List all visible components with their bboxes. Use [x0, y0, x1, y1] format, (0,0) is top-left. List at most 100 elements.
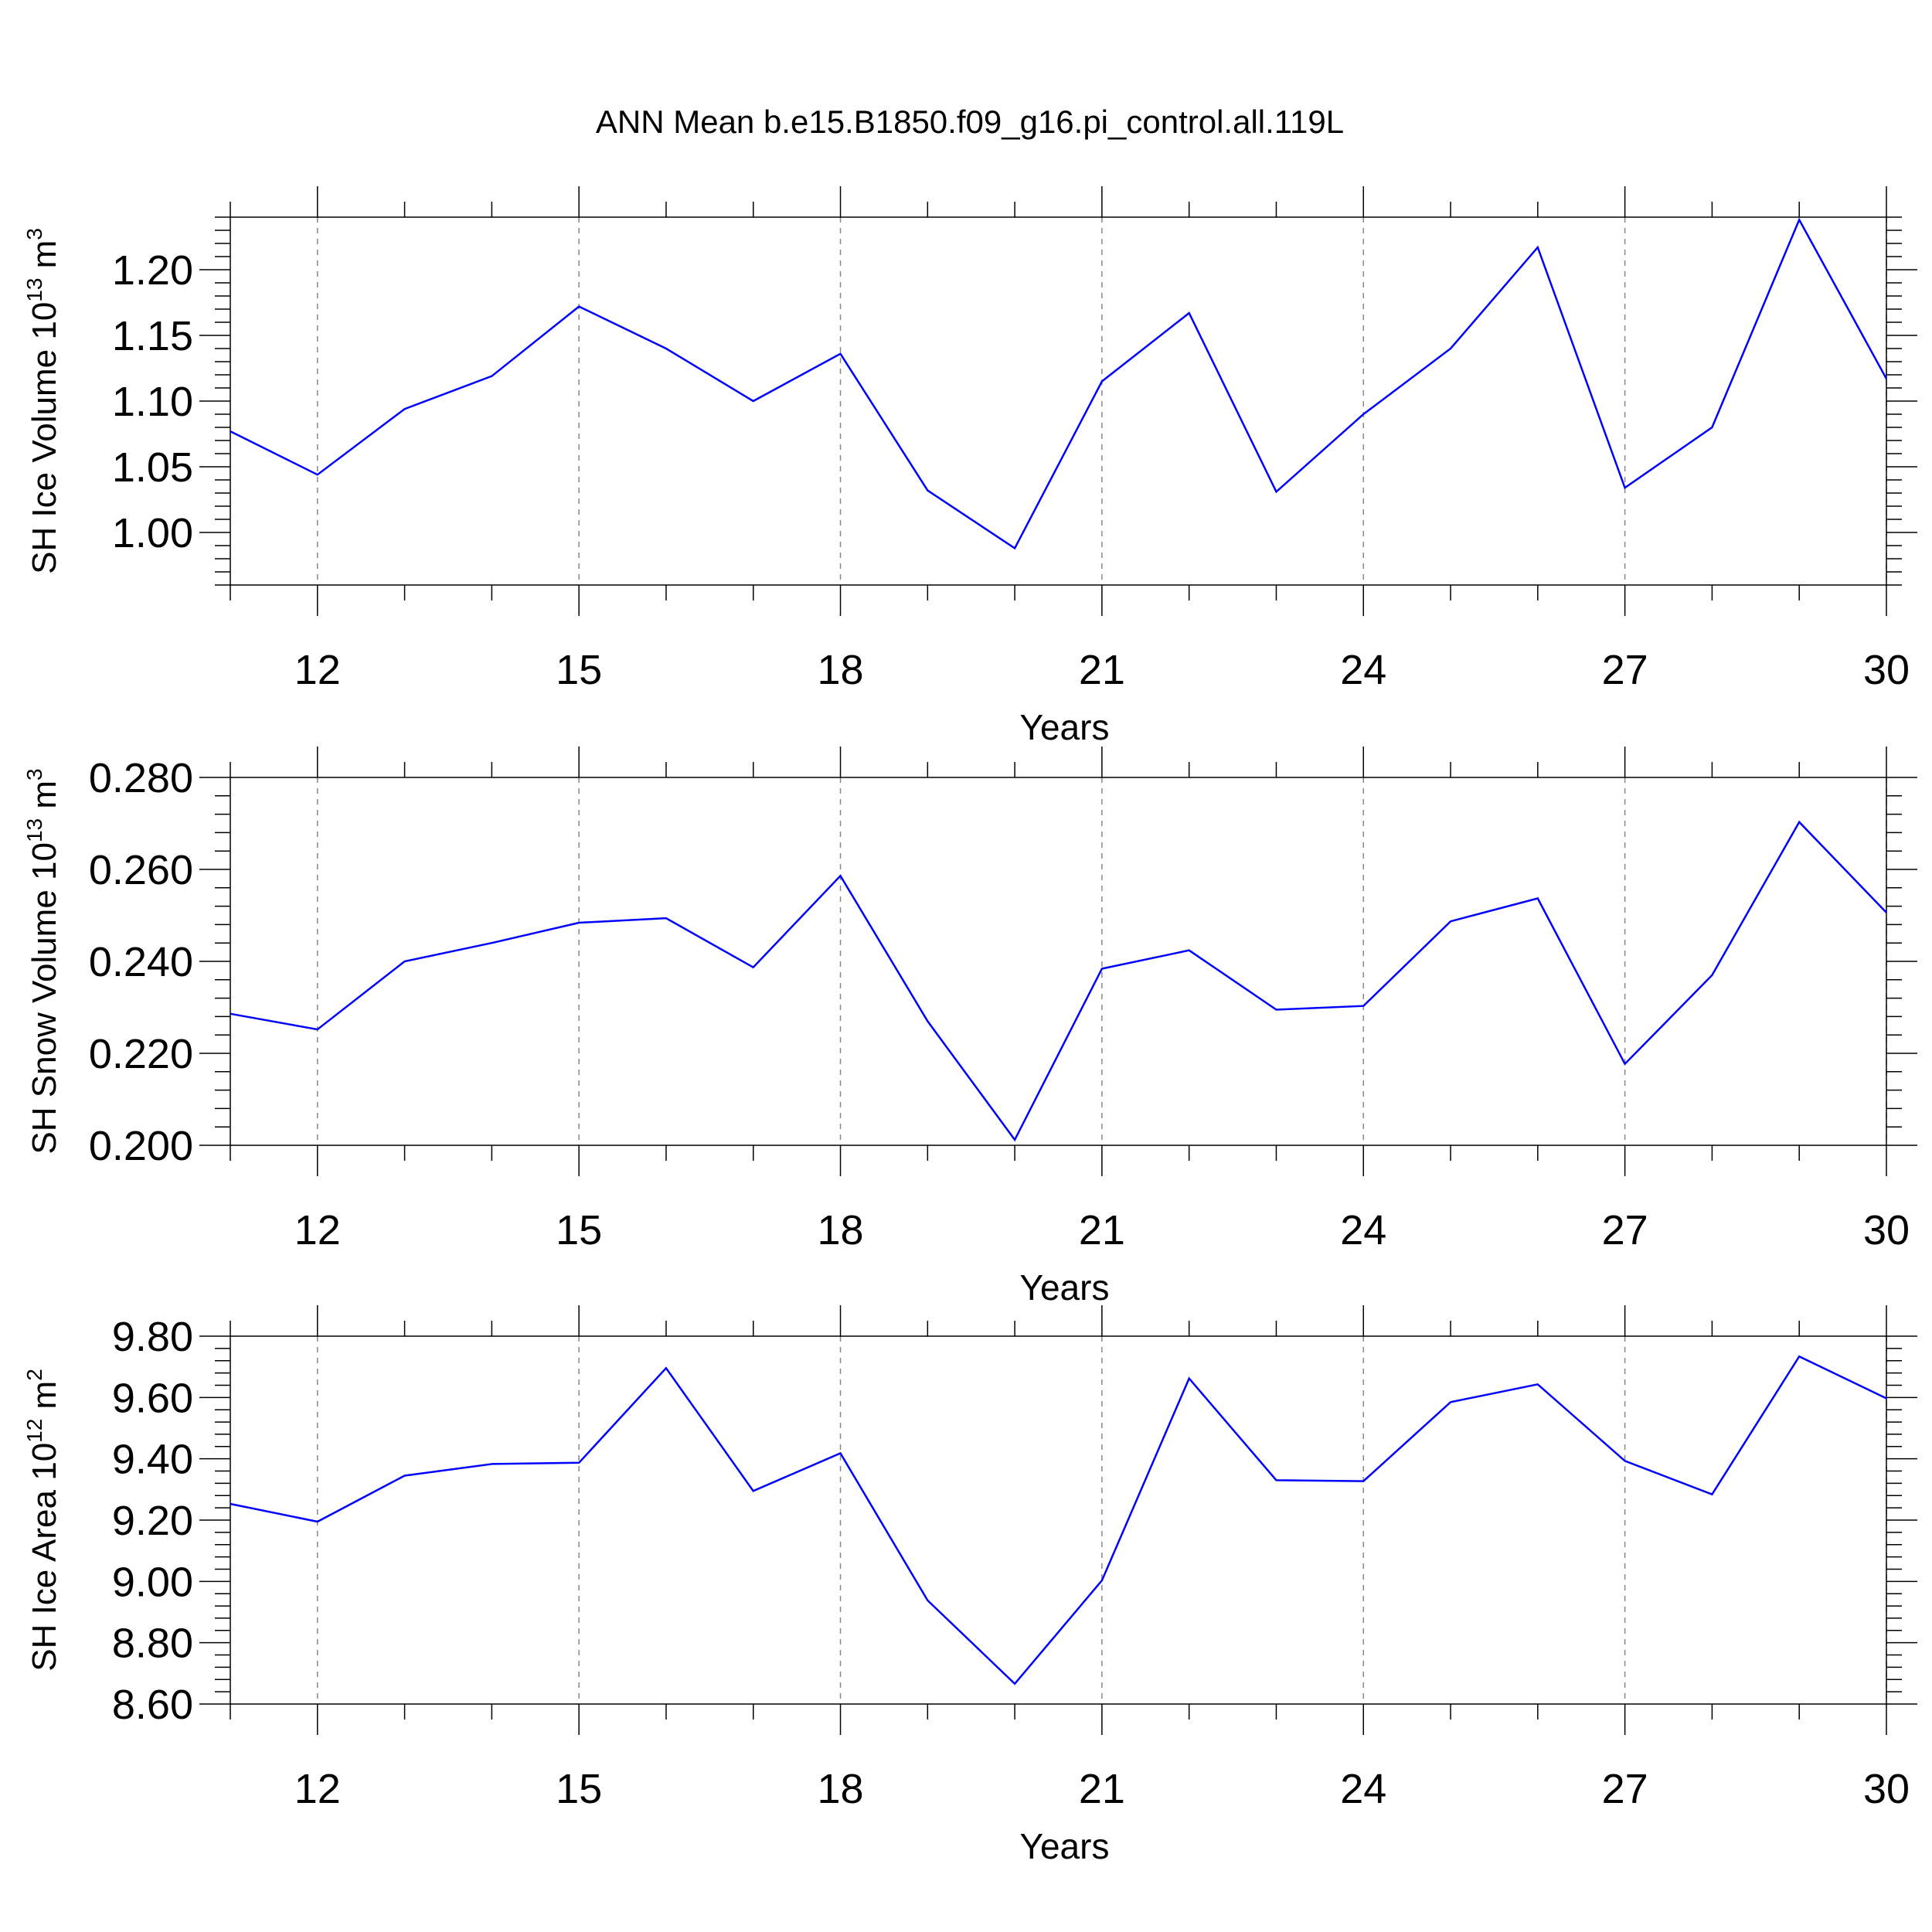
data-point — [490, 941, 493, 944]
x-tick-label: 24 — [1340, 1766, 1386, 1812]
data-point — [665, 1366, 668, 1369]
data-point — [1013, 1682, 1016, 1685]
y-tick-label: 9.00 — [112, 1559, 193, 1605]
x-tick-label: 30 — [1863, 647, 1910, 693]
data-point — [1362, 1005, 1365, 1008]
data-point — [1885, 911, 1888, 914]
data-point — [1449, 1400, 1452, 1403]
data-point — [1362, 413, 1365, 416]
y-tick-label: 1.20 — [112, 247, 193, 294]
x-tick-label: 18 — [817, 1766, 863, 1812]
data-point — [752, 1489, 755, 1492]
data-point — [1100, 1579, 1104, 1582]
x-tick-label: 15 — [556, 647, 602, 693]
y-tick-label: 0.260 — [89, 847, 193, 893]
data-point — [403, 1474, 406, 1477]
x-tick-label: 21 — [1079, 1207, 1125, 1253]
data-point — [1188, 949, 1191, 952]
x-tick-label: 12 — [294, 647, 341, 693]
y-tick-label: 1.15 — [112, 313, 193, 359]
data-point — [229, 1012, 232, 1015]
data-point — [229, 1502, 232, 1505]
series-line — [230, 217, 1888, 550]
data-point — [1013, 1138, 1016, 1141]
data-point — [926, 489, 929, 492]
figure-title: ANN Mean b.e15.B1850.f09_g16.pi_control.… — [596, 104, 1344, 140]
data-point — [926, 1599, 929, 1602]
data-point — [403, 407, 406, 410]
data-point — [839, 352, 842, 355]
data-point — [1536, 1383, 1539, 1386]
y-tick-label: 1.10 — [112, 379, 193, 425]
data-point — [1274, 1478, 1277, 1481]
data-point — [665, 917, 668, 920]
data-point — [490, 375, 493, 378]
data-point — [316, 473, 319, 476]
data-point — [1188, 1377, 1191, 1380]
y-axis-label: SH Ice Volume 1013 m3 — [22, 228, 63, 574]
data-point — [1188, 311, 1191, 315]
x-tick-label: 12 — [294, 1207, 341, 1253]
y-axis-label: SH Snow Volume 1013 m3 — [22, 768, 63, 1154]
panel-2: 12 15 18 21 24 27 30 0.200 0.220 0.240 0.260 0.280 Y… — [22, 747, 1917, 1308]
x-tick-label: 18 — [817, 647, 863, 693]
x-tick-label: 15 — [556, 1766, 602, 1812]
data-point — [577, 305, 580, 308]
y-tick-label: 8.80 — [112, 1621, 193, 1667]
data-point — [1624, 1063, 1627, 1066]
data-point — [839, 874, 842, 877]
data-point — [1536, 246, 1539, 249]
y-tick-label: 1.05 — [112, 444, 193, 491]
data-point — [1798, 1355, 1801, 1358]
y-axis-label: SH Ice Area 1012 m2 — [22, 1369, 63, 1672]
y-tick-label: 1.00 — [112, 510, 193, 556]
data-point — [1100, 380, 1104, 383]
data-point — [1013, 546, 1016, 549]
y-tick-label: 0.240 — [89, 939, 193, 985]
y-tick-label: 9.80 — [112, 1314, 193, 1360]
data-point — [316, 1520, 319, 1523]
y-tick-label: 0.200 — [89, 1123, 193, 1169]
series-line — [230, 1355, 1887, 1685]
data-point — [577, 1461, 580, 1464]
data-point — [1710, 426, 1713, 429]
data-point — [1274, 1008, 1277, 1011]
x-tick-label: 24 — [1340, 1207, 1386, 1253]
y-tick-label: 0.220 — [89, 1031, 193, 1077]
data-point — [752, 966, 755, 969]
data-point — [1798, 821, 1801, 824]
x-tick-label: 27 — [1602, 1207, 1648, 1253]
x-axis-label: Years — [1020, 707, 1110, 747]
y-tick-label: 9.40 — [112, 1437, 193, 1483]
data-point — [1100, 968, 1104, 971]
x-tick-label: 27 — [1602, 647, 1648, 693]
data-point — [1710, 1493, 1713, 1496]
panel-3: 12 15 18 21 24 27 30 8.60 8.80 9.00 9.20 9.40 9.60 9.… — [22, 1305, 1917, 1866]
data-point — [926, 1019, 929, 1022]
y-tick-label: 8.60 — [112, 1682, 193, 1728]
data-point — [229, 430, 232, 433]
data-point — [316, 1028, 319, 1031]
x-tick-label: 15 — [556, 1207, 602, 1253]
x-tick-label: 30 — [1863, 1207, 1910, 1253]
data-point — [1885, 377, 1888, 380]
x-axis-label: Years — [1020, 1267, 1110, 1308]
data-point — [1536, 896, 1539, 900]
data-point — [839, 1452, 842, 1455]
panel-1: 12 15 18 21 24 27 30 1.00 1.05 1.10 1.15 1.20 Years S… — [22, 186, 1917, 747]
y-tick-label: 0.280 — [89, 755, 193, 801]
x-tick-label: 27 — [1602, 1766, 1648, 1812]
data-point — [577, 921, 580, 924]
series-line — [230, 820, 1887, 1142]
data-point — [1362, 1480, 1365, 1483]
x-tick-label: 30 — [1863, 1766, 1910, 1812]
data-point — [1798, 218, 1801, 221]
x-tick-label: 18 — [817, 1207, 863, 1253]
data-point — [1449, 347, 1452, 350]
plot-frame — [230, 777, 1887, 1146]
plot-frame — [230, 216, 1887, 586]
y-tick-label: 9.60 — [112, 1375, 193, 1421]
y-tick-label: 9.20 — [112, 1498, 193, 1544]
data-point — [490, 1462, 493, 1465]
x-tick-label: 21 — [1079, 1766, 1125, 1812]
